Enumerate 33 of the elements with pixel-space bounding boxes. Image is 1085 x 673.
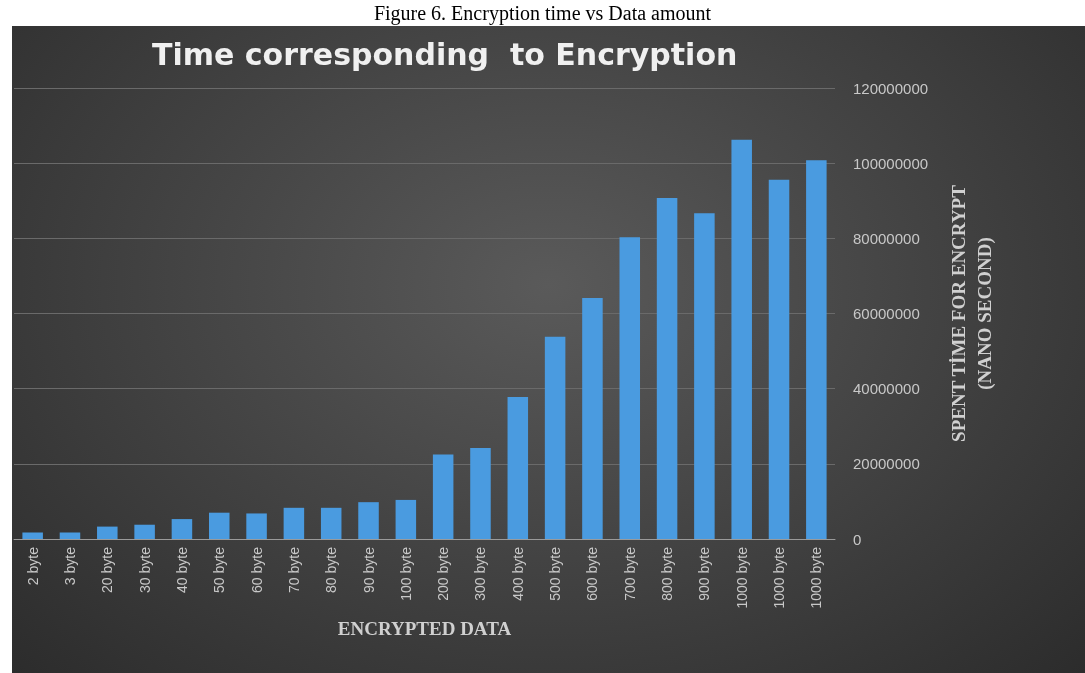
y-tick-label: 40000000 <box>853 380 920 398</box>
y-tick-label: 20000000 <box>853 455 920 473</box>
y-tick-label: 100000000 <box>853 154 929 172</box>
x-tick-label: 1000 byte <box>808 546 825 609</box>
x-tick-label: 80 byte <box>323 546 340 593</box>
x-tick-label: 30 byte <box>136 546 153 593</box>
x-tick-label: 60 byte <box>248 546 265 593</box>
x-tick-label: 20 byte <box>99 546 116 593</box>
x-tick-label: 700 byte <box>621 546 638 601</box>
x-axis-title: ENCRYPTED DATA <box>337 618 512 639</box>
y-tick-label: 120000000 <box>853 79 929 97</box>
y-tick-label: 60000000 <box>853 305 920 322</box>
x-tick-label: 600 byte <box>584 546 601 601</box>
x-tick-label: 1000 byte <box>771 546 788 609</box>
x-tick-label: 500 byte <box>547 546 564 601</box>
x-tick-label: 200 byte <box>435 546 452 601</box>
x-tick-label: 70 byte <box>285 546 302 593</box>
x-tick-label: 100 byte <box>397 546 414 601</box>
x-tick-label: 1000 byte <box>733 546 750 609</box>
y-tick-label: 0 <box>853 530 862 548</box>
chart-title: Time corresponding to Encryption <box>152 36 738 72</box>
y-tick-label: 80000000 <box>853 229 920 247</box>
x-tick-label: 90 byte <box>360 546 377 593</box>
x-tick-label: 40 byte <box>173 546 190 593</box>
x-tick-label: 900 byte <box>696 546 713 601</box>
x-tick-label: 2 byte <box>24 546 41 586</box>
x-tick-label: 50 byte <box>211 546 228 593</box>
x-tick-label: 800 byte <box>659 546 676 601</box>
caption: Figure 6. Encryption time vs Data amount <box>372 1 713 26</box>
x-tick-label: 3 byte <box>61 546 78 586</box>
y-axis-title: SPENT TİME FOR ENCRYPT (NANO SECOND) <box>947 184 996 442</box>
x-tick-label: 400 byte <box>509 546 526 601</box>
x-tick-label: 300 byte <box>472 546 489 601</box>
